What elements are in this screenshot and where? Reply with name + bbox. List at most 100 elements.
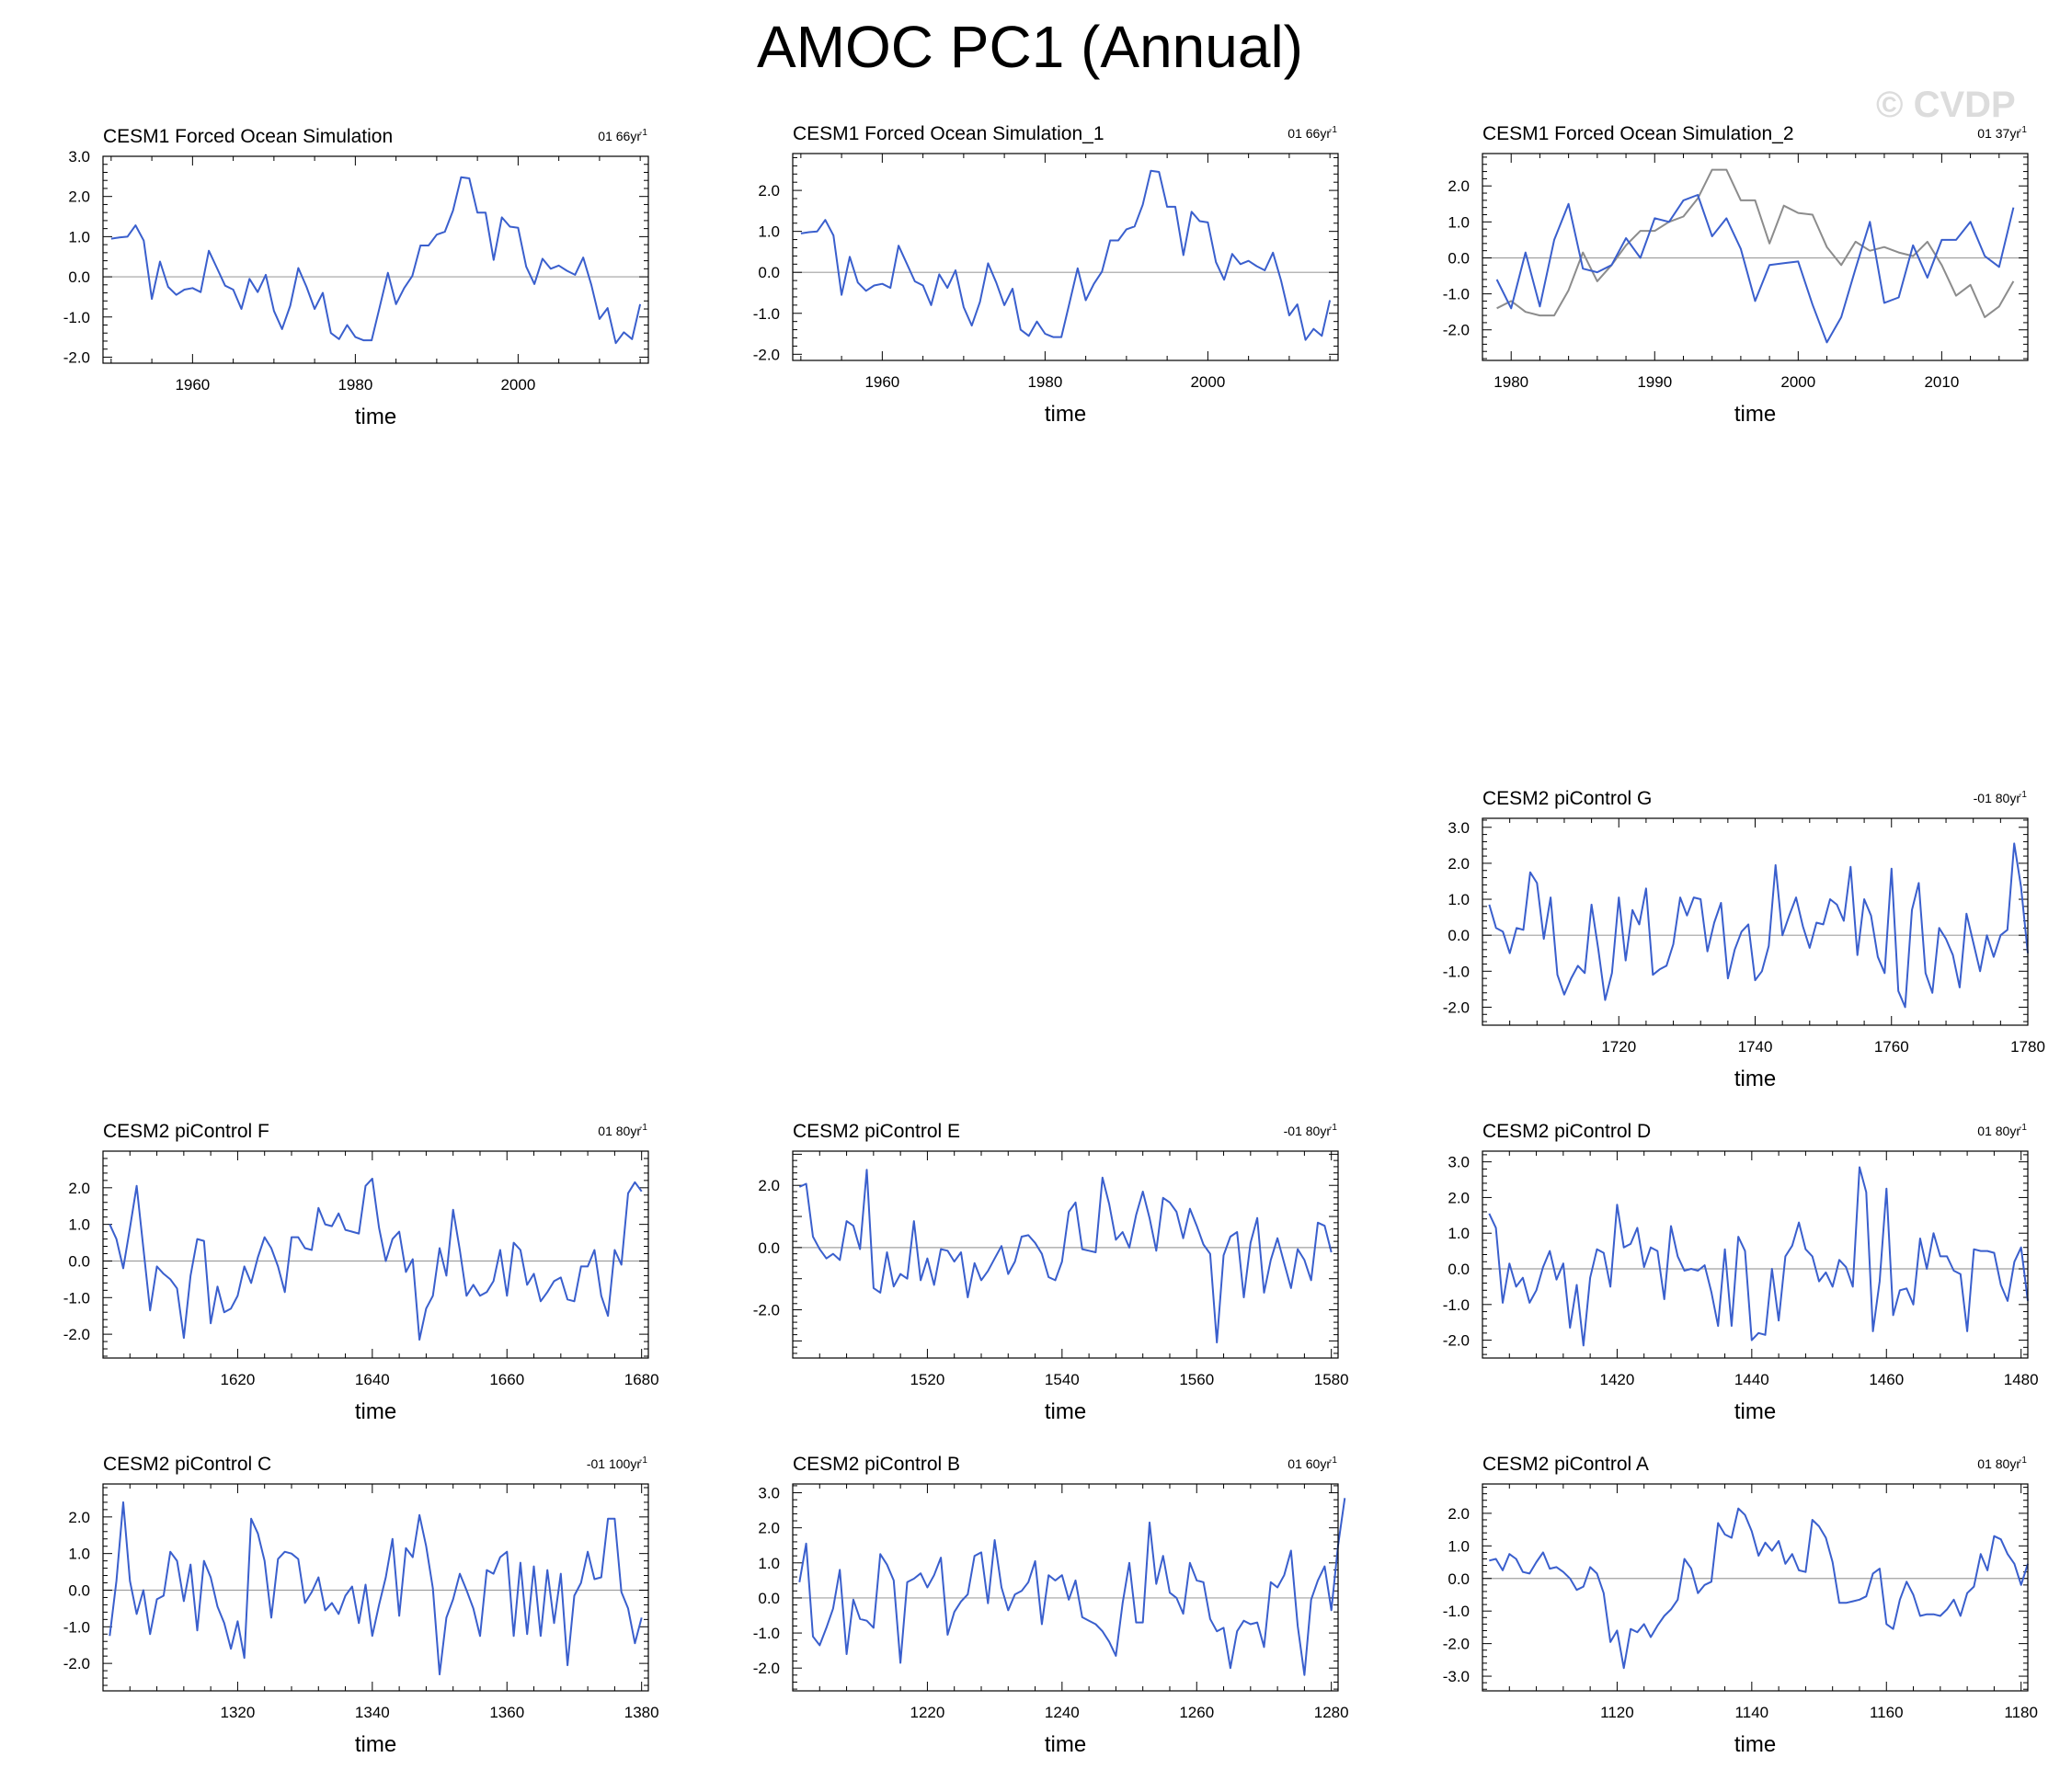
plot-frame — [102, 1483, 649, 1692]
x-tick-label: 1260 — [1179, 1704, 1214, 1721]
x-tick-label: 1340 — [355, 1704, 390, 1721]
y-tick-label: -2.0 — [753, 1660, 780, 1677]
x-tick-label: 1320 — [221, 1704, 256, 1721]
watermark: © CVDP — [1876, 85, 2016, 125]
series-line — [798, 1169, 1333, 1344]
chart-svg: CESM2 piControl F 01 80yr-1 2.0 1.0 0.0 -1.0 -… — [63, 1121, 659, 1424]
panel-cesm2-picontrol-c: CESM2 piControl C -01 100yr -1 2.0 1.0 0.0 -1.… — [37, 1438, 662, 1757]
y-tick-label: 1.0 — [1448, 891, 1470, 908]
x-tick-label: 1620 — [221, 1371, 256, 1388]
series-line — [798, 1498, 1346, 1676]
panel-cesm1-fos-1: CESM1 Forced Ocean Simulation_1 01 66yr -1… — [727, 108, 1352, 427]
y-tick-label: -2.0 — [753, 1302, 780, 1319]
y-tick-label: -1.0 — [63, 1289, 90, 1307]
chart-tag: 01 80yr — [598, 1124, 641, 1138]
y-tick-label: 1.0 — [1448, 213, 1470, 231]
x-tick-label: 1560 — [1179, 1371, 1214, 1388]
chart-svg: CESM1 Forced Ocean Simulation 01 66yr-1 3.… — [63, 126, 649, 429]
chart-tag: 01 66yr — [1288, 126, 1331, 141]
y-tick-label: -1.0 — [1443, 1603, 1470, 1620]
series-line — [1489, 1507, 2029, 1670]
y-tick-label: 1.0 — [1448, 1537, 1470, 1555]
chart-tag-superscript: -1 — [639, 1455, 647, 1466]
x-tick-label: 1520 — [910, 1371, 945, 1388]
plot-frame — [792, 1483, 1339, 1692]
x-tick-label: 1640 — [355, 1371, 390, 1388]
y-tick-label: -2.0 — [1443, 322, 1470, 339]
x-tick-label: 1380 — [624, 1704, 659, 1721]
x-tick-label: 1720 — [1601, 1038, 1636, 1056]
series-line — [800, 169, 1332, 341]
y-tick-label: 2.0 — [68, 188, 90, 206]
x-tick-label: 1990 — [1637, 373, 1672, 391]
plot-frame — [102, 155, 649, 364]
panel-cesm1-fos-2: CESM1 Forced Ocean Simulation_2 01 37yr -1… — [1416, 108, 2042, 427]
chart-tag: -01 80yr — [1974, 791, 2021, 805]
chart-svg: CESM2 piControl C -01 100yr-1 2.0 1.0 0.0 -1.… — [63, 1454, 659, 1757]
y-tick-label: 2.0 — [1448, 177, 1470, 195]
x-tick-label: 1760 — [1874, 1038, 1909, 1056]
series-line — [109, 1177, 643, 1341]
plot-frame — [792, 1150, 1339, 1359]
y-tick-label: 1.0 — [68, 228, 90, 245]
y-tick-label: -2.0 — [1443, 1332, 1470, 1350]
y-tick-label: 0.0 — [758, 1239, 780, 1257]
y-tick-label: 2.0 — [758, 1520, 780, 1537]
x-tick-label: 1980 — [1027, 373, 1062, 391]
panel-cesm2-picontrol-e: CESM2 piControl E -01 80yr -1 2.0 0.0 -2.0 152… — [727, 1105, 1352, 1424]
x-axis-label: time — [1045, 1732, 1086, 1757]
x-tick-label: 2000 — [1780, 373, 1815, 391]
y-tick-label: 1.0 — [1448, 1225, 1470, 1242]
x-axis-label: time — [1734, 1067, 1776, 1091]
chart-tag: 01 37yr — [1977, 126, 2020, 141]
panel-cesm2-picontrol-d: CESM2 piControl D 01 80yr -1 3.0 2.0 1.0 0.0 -1… — [1416, 1105, 2042, 1424]
y-tick-label: -2.0 — [753, 346, 780, 363]
y-tick-label: -3.0 — [1443, 1668, 1470, 1685]
plot-frame — [1482, 817, 2029, 1026]
x-axis-label: time — [1734, 1732, 1776, 1757]
y-tick-label: 2.0 — [758, 1177, 780, 1194]
x-tick-label: 1960 — [864, 373, 899, 391]
y-tick-label: -1.0 — [753, 305, 780, 323]
x-tick-label: 2000 — [1190, 373, 1225, 391]
y-tick-label: -2.0 — [63, 348, 90, 366]
y-tick-label: -2.0 — [1443, 1636, 1470, 1653]
series-line — [109, 1501, 643, 1676]
plot-frame — [1482, 153, 2029, 361]
y-tick-label: 0.0 — [1448, 927, 1470, 944]
x-axis-label: time — [355, 1732, 396, 1757]
chart-title: CESM2 piControl E — [793, 1121, 960, 1142]
x-tick-label: 1660 — [489, 1371, 524, 1388]
panel-cesm2-picontrol-a: CESM2 piControl A 01 80yr -1 2.0 1.0 0.0 -1.0 -… — [1416, 1438, 2042, 1757]
chart-svg: CESM2 piControl D 01 80yr-1 3.0 2.0 1.0 0.0 -1… — [1443, 1121, 2039, 1424]
chart-tag-superscript: -1 — [2019, 1455, 2027, 1466]
chart-tag-superscript: -1 — [1329, 125, 1337, 135]
y-tick-label: -2.0 — [63, 1326, 90, 1343]
chart-tag: 01 80yr — [1977, 1124, 2020, 1138]
plot-frame — [1482, 1483, 2029, 1692]
y-tick-label: 0.0 — [68, 1252, 90, 1270]
chart-title: CESM2 piControl F — [103, 1121, 269, 1142]
x-tick-label: 1220 — [910, 1704, 945, 1721]
x-tick-label: 1120 — [1600, 1704, 1634, 1721]
plot-frame — [1482, 1150, 2029, 1359]
chart-title: CESM2 piControl G — [1482, 788, 1652, 809]
y-tick-label: 0.0 — [68, 1581, 90, 1599]
chart-svg: CESM2 piControl B 01 60yr-1 3.0 2.0 1.0 0.0 -1… — [753, 1454, 1349, 1757]
y-tick-label: 2.0 — [1448, 1189, 1470, 1206]
x-tick-label: 1480 — [2004, 1371, 2039, 1388]
y-tick-label: 0.0 — [1448, 249, 1470, 267]
y-tick-label: 3.0 — [758, 1485, 780, 1502]
x-tick-label: 1580 — [1314, 1371, 1349, 1388]
x-axis-label: time — [1734, 1399, 1776, 1424]
x-tick-label: 1280 — [1314, 1704, 1349, 1721]
series-line — [110, 176, 642, 345]
panel-cesm2-picontrol-f: CESM2 piControl F 01 80yr -1 2.0 1.0 0.0 -1.0 -… — [37, 1105, 662, 1424]
x-axis-label: time — [1734, 402, 1776, 427]
y-tick-label: -1.0 — [1443, 963, 1470, 980]
chart-tag-superscript: -1 — [1329, 1123, 1337, 1133]
chart-tag: -01 100yr — [587, 1456, 641, 1471]
y-tick-label: 2.0 — [68, 1180, 90, 1197]
x-tick-label: 1440 — [1734, 1371, 1769, 1388]
chart-svg: CESM1 Forced Ocean Simulation_1 01 66yr-1… — [753, 123, 1339, 427]
